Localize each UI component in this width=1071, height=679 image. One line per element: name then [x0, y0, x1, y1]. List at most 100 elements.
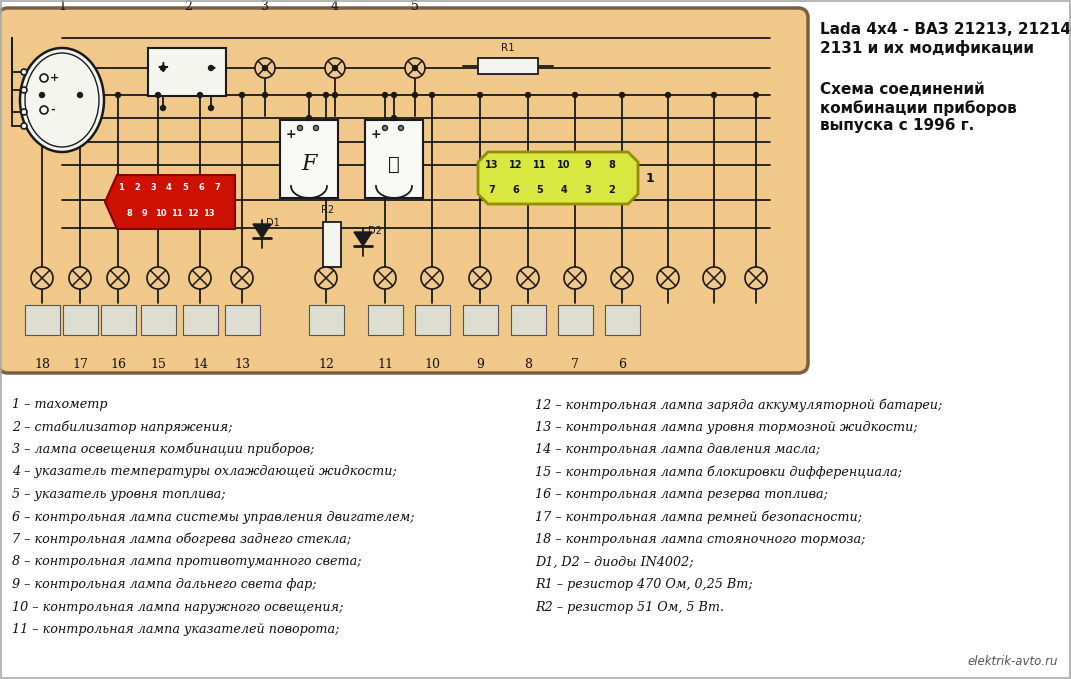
Circle shape: [231, 267, 253, 289]
Text: 5: 5: [182, 183, 187, 193]
Text: +: +: [371, 128, 381, 141]
Text: 5 – указатель уровня топлива;: 5 – указатель уровня топлива;: [12, 488, 226, 501]
Text: R2: R2: [321, 205, 334, 215]
Text: 9: 9: [142, 208, 148, 217]
Ellipse shape: [20, 48, 104, 152]
Text: 6: 6: [618, 358, 627, 371]
Text: 3: 3: [261, 0, 269, 13]
Text: 4 – указатель температуры охлаждающей жидкости;: 4 – указатель температуры охлаждающей жи…: [12, 466, 396, 479]
Text: 14 – контрольная лампа давления масла;: 14 – контрольная лампа давления масла;: [536, 443, 820, 456]
Bar: [63, 305, 99, 335]
Text: –: –: [207, 59, 215, 77]
Circle shape: [21, 109, 27, 115]
Text: 2 – стабилизатор напряжения;: 2 – стабилизатор напряжения;: [12, 420, 232, 434]
Text: elektrik-avto.ru: elektrik-avto.ru: [967, 655, 1058, 668]
Circle shape: [161, 65, 166, 71]
Bar: [148, 48, 226, 96]
Text: 1 – тахометр: 1 – тахометр: [12, 398, 107, 411]
Text: 17 – контрольная лампа ремней безопасности;: 17 – контрольная лампа ремней безопаснос…: [536, 511, 862, 524]
Text: R2 – резистор 51 Ом, 5 Вт.: R2 – резистор 51 Ом, 5 Вт.: [536, 600, 724, 614]
Text: 4: 4: [166, 183, 172, 193]
Text: 5: 5: [537, 185, 543, 195]
Text: 8: 8: [126, 208, 132, 217]
Bar: [478, 58, 538, 74]
Text: -: -: [50, 105, 55, 115]
Polygon shape: [478, 152, 638, 204]
FancyBboxPatch shape: [0, 8, 808, 373]
Text: 11: 11: [377, 358, 393, 371]
Circle shape: [398, 126, 404, 130]
Text: 7 – контрольная лампа обогрева заднего стекла;: 7 – контрольная лампа обогрева заднего с…: [12, 533, 351, 547]
Text: 3: 3: [585, 185, 591, 195]
Text: 13: 13: [233, 358, 250, 371]
Bar: [183, 305, 218, 335]
Text: 4: 4: [560, 185, 568, 195]
Circle shape: [526, 92, 530, 98]
Circle shape: [40, 92, 45, 98]
Text: D1, D2 – диоды IN4002;: D1, D2 – диоды IN4002;: [536, 555, 694, 568]
Text: R1 – резистор 470 Ом, 0,25 Вт;: R1 – резистор 470 Ом, 0,25 Вт;: [536, 578, 753, 591]
Circle shape: [429, 92, 435, 98]
Circle shape: [116, 92, 121, 98]
Circle shape: [323, 92, 329, 98]
Text: 15: 15: [150, 358, 166, 371]
Circle shape: [255, 58, 275, 78]
Text: 8: 8: [524, 358, 532, 371]
Text: 12: 12: [187, 208, 199, 217]
Text: 4: 4: [331, 0, 340, 13]
Text: 10: 10: [155, 208, 167, 217]
Circle shape: [665, 92, 670, 98]
Circle shape: [469, 267, 491, 289]
Text: 11 – контрольная лампа указателей поворота;: 11 – контрольная лампа указателей поворо…: [12, 623, 340, 636]
Text: 7: 7: [214, 183, 220, 193]
Circle shape: [298, 126, 302, 130]
Circle shape: [262, 65, 268, 71]
Text: 1: 1: [58, 0, 66, 13]
Circle shape: [107, 267, 129, 289]
Circle shape: [564, 267, 586, 289]
Text: 14: 14: [192, 358, 208, 371]
Circle shape: [21, 69, 27, 75]
Circle shape: [21, 123, 27, 129]
Circle shape: [382, 92, 388, 98]
Circle shape: [147, 267, 169, 289]
Circle shape: [745, 267, 767, 289]
Bar: [463, 305, 498, 335]
Text: Lada 4x4 - ВАЗ 21213, 21214,: Lada 4x4 - ВАЗ 21213, 21214,: [820, 22, 1071, 37]
Text: 10: 10: [557, 160, 571, 170]
Circle shape: [703, 267, 725, 289]
Text: 10: 10: [424, 358, 440, 371]
Circle shape: [392, 115, 396, 120]
Text: D2: D2: [368, 226, 382, 236]
Circle shape: [306, 115, 312, 120]
Text: 18 – контрольная лампа стояночного тормоза;: 18 – контрольная лампа стояночного тормо…: [536, 533, 865, 546]
Bar: [323, 222, 341, 267]
Text: 3: 3: [150, 183, 156, 193]
Text: 16 – контрольная лампа резерва топлива;: 16 – контрольная лампа резерва топлива;: [536, 488, 828, 501]
Bar: [225, 305, 260, 335]
Circle shape: [711, 92, 716, 98]
Circle shape: [188, 267, 211, 289]
Text: 13: 13: [485, 160, 499, 170]
Bar: [368, 305, 403, 335]
Text: 11: 11: [171, 208, 183, 217]
Text: 6 – контрольная лампа системы управления двигателем;: 6 – контрольная лампа системы управления…: [12, 511, 414, 524]
Circle shape: [421, 267, 443, 289]
Bar: [280, 120, 338, 198]
Circle shape: [262, 92, 268, 98]
Circle shape: [754, 92, 758, 98]
Bar: [558, 305, 593, 335]
Circle shape: [197, 92, 202, 98]
Circle shape: [573, 92, 577, 98]
Text: ⛽: ⛽: [388, 155, 399, 174]
Circle shape: [325, 58, 345, 78]
Text: 17: 17: [72, 358, 88, 371]
Circle shape: [374, 267, 396, 289]
Circle shape: [306, 92, 312, 98]
Text: 10 – контрольная лампа наружного освещения;: 10 – контрольная лампа наружного освещен…: [12, 600, 344, 614]
Bar: [310, 305, 344, 335]
Circle shape: [77, 92, 82, 98]
Circle shape: [315, 267, 337, 289]
Circle shape: [412, 65, 418, 71]
Polygon shape: [253, 224, 271, 238]
